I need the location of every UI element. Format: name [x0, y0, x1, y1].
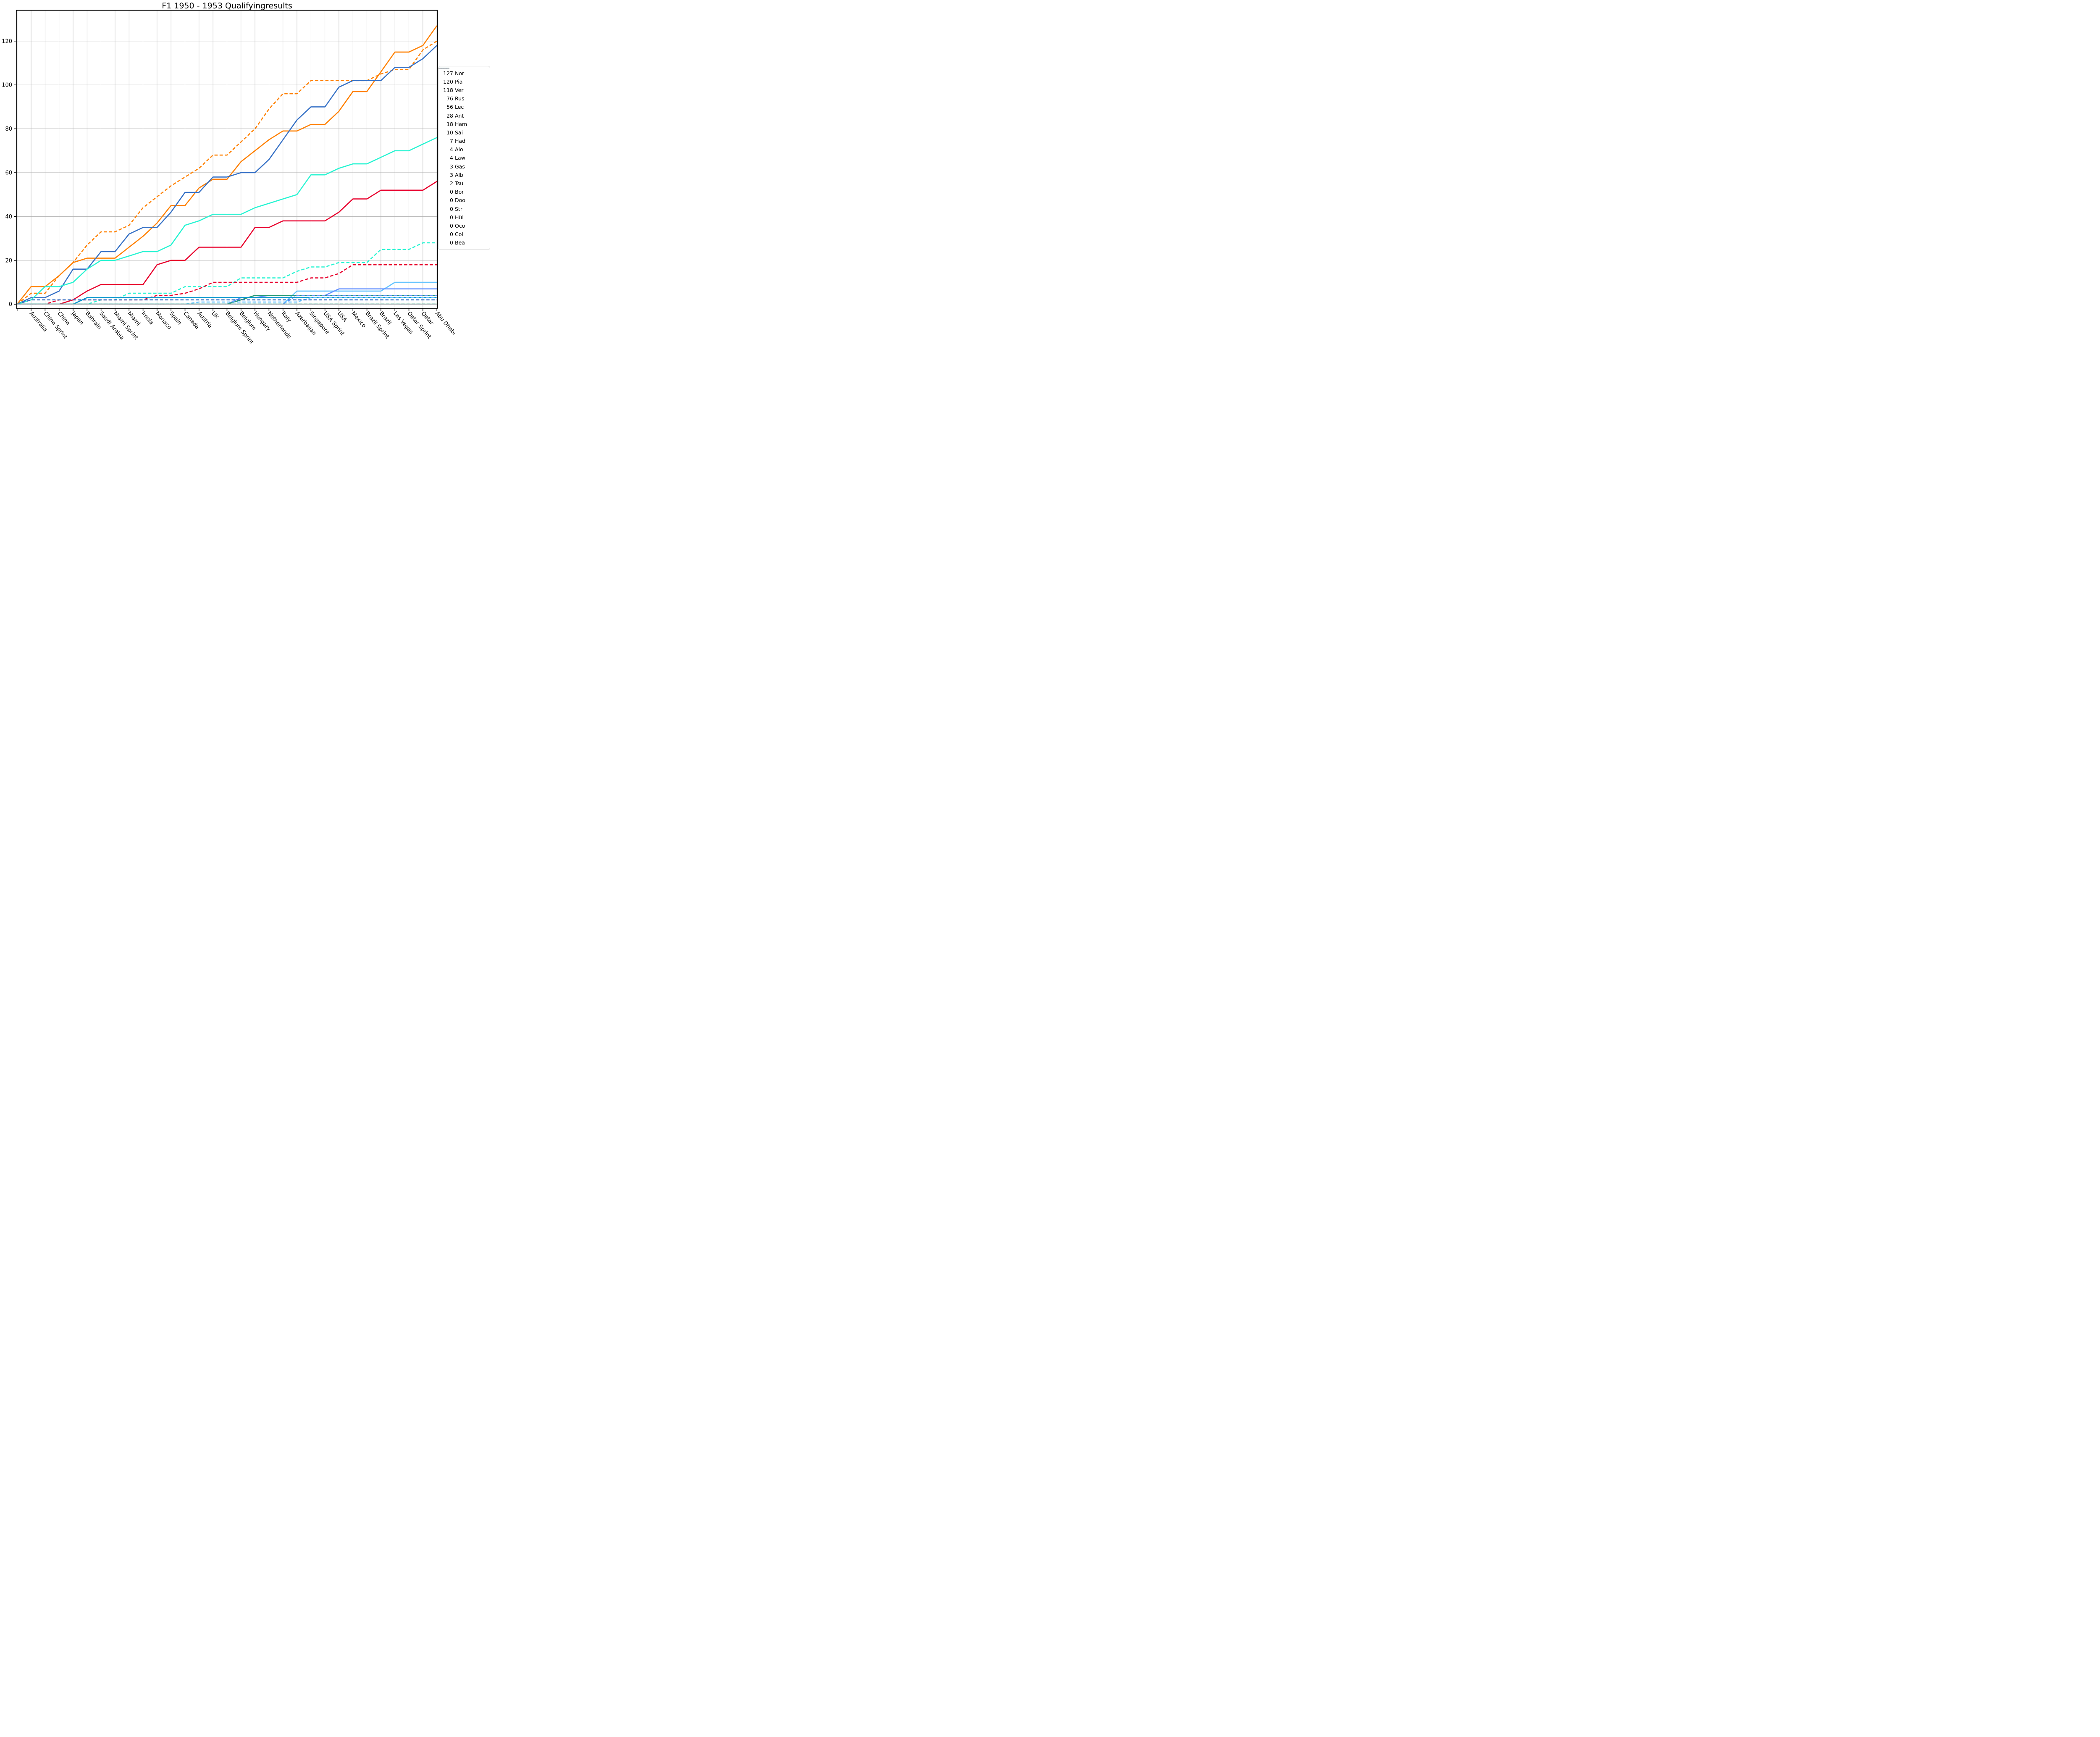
x-tick-label: UK — [210, 310, 220, 321]
legend-box: 127 Nor 120 Pia 118 Ver 76 Rus 56 Lec 28 Ant 18 Ham 10… — [438, 66, 490, 250]
legend-item-bor: 0 Bor — [438, 68, 487, 196]
legend-item-gas: 3 Gas — [438, 68, 487, 171]
legend-label: 0 Bor — [450, 189, 464, 195]
legend-item-str: 0 Str — [438, 68, 487, 213]
legend-item-col: 0 Col — [438, 68, 487, 238]
x-tick-label: Mexico — [350, 310, 367, 329]
legend-label: 0 Col — [450, 231, 463, 238]
y-tick-label: 0 — [9, 302, 12, 308]
x-tick-label: Imola — [140, 310, 155, 326]
legend-item-doo: 0 Doo — [438, 68, 487, 204]
legend-label: 0 Doo — [450, 197, 465, 204]
legend-item-ham: 18 Ham — [438, 68, 487, 128]
legend-label: 120 Pia — [443, 78, 463, 85]
legend-item-hül: 0 Hül — [438, 68, 487, 221]
legend-item-ver: 118 Ver — [438, 68, 487, 94]
y-tick-label: 100 — [2, 82, 12, 89]
series-line-nor — [16, 25, 438, 305]
legend-item-ant: 28 Ant — [438, 68, 487, 120]
x-tick-label: Japan — [70, 310, 84, 326]
legend-item-alb: 3 Alb — [438, 68, 487, 179]
legend-label: 118 Ver — [443, 87, 464, 93]
y-tick-label: 120 — [2, 38, 12, 45]
legend-label: 7 Had — [450, 138, 465, 145]
legend-item-sai: 10 Sai — [438, 68, 487, 137]
legend-label: 76 Rus — [446, 95, 465, 102]
x-tick-label: USA — [336, 310, 348, 323]
legend-label: 127 Nor — [443, 70, 465, 76]
legend-label: 0 Bea — [450, 239, 465, 246]
series-line-alb — [17, 297, 437, 305]
legend-line-swatch — [438, 68, 449, 69]
legend-label: 2 Tsu — [450, 180, 464, 187]
legend-item-law: 4 Law — [438, 68, 487, 162]
legend-label: 28 Ant — [446, 112, 464, 119]
legend-item-lec: 56 Lec — [438, 68, 487, 111]
legend-label: 0 Oco — [450, 222, 465, 229]
legend-item-tsu: 2 Tsu — [438, 68, 487, 187]
f1-qualifying-chart: F1 1950 - 1953 Qualifyingresults 0 20 40 60… — [0, 0, 491, 347]
legend-item-bea: 0 Bea — [438, 68, 487, 247]
legend-item-oco: 0 Oco — [438, 68, 487, 230]
chart-title: F1 1950 - 1953 Qualifyingresults — [162, 1, 292, 11]
y-tick-label: 60 — [5, 170, 12, 176]
legend-label: 4 Alo — [450, 146, 463, 153]
x-tick-label: Italy — [280, 310, 293, 323]
series-line-lec — [17, 181, 437, 305]
legend-item-had: 7 Had — [438, 68, 487, 145]
x-tick-label: Abu Dhabi — [434, 310, 457, 336]
legend-label: 4 Law — [450, 155, 465, 161]
series-line-rus — [17, 137, 437, 305]
legend-label: 10 Sai — [446, 129, 463, 136]
legend-label: 3 Alb — [450, 171, 463, 178]
legend-item-pia: 120 Pia — [438, 68, 487, 86]
y-tick-label: 40 — [5, 214, 12, 220]
legend-item-alo: 4 Alo — [438, 68, 487, 153]
legend-label: 18 Ham — [446, 121, 467, 127]
legend-label: 3 Gas — [450, 163, 465, 170]
series-line-ant — [17, 242, 437, 305]
legend-label: 0 Str — [450, 205, 462, 212]
y-tick-label: 20 — [5, 258, 12, 264]
legend-label: 56 Lec — [446, 104, 464, 110]
legend-label: 0 Hül — [450, 214, 464, 221]
y-tick-label: 80 — [5, 126, 12, 132]
series-line-tsu — [17, 299, 437, 305]
legend-item-rus: 76 Rus — [438, 68, 487, 102]
